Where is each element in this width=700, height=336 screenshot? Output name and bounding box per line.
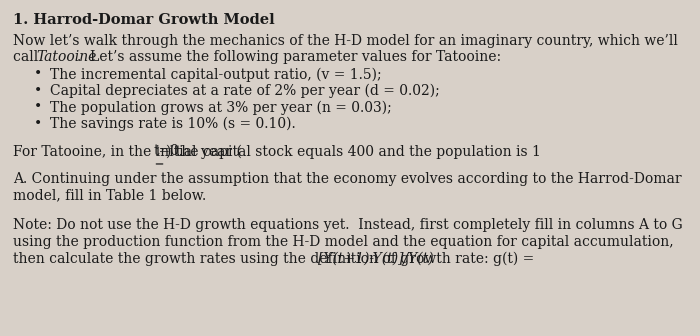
Text: Tatooine: Tatooine: [36, 50, 97, 64]
Text: The population grows at 3% per year (n = 0.03);: The population grows at 3% per year (n =…: [50, 100, 392, 115]
Text: For Tatooine, in the initial year (: For Tatooine, in the initial year (: [13, 144, 241, 159]
Text: •: •: [34, 67, 42, 81]
Text: ) the capital stock equals 400 and the population is 1: ) the capital stock equals 400 and the p…: [165, 144, 540, 159]
Text: The incremental capital-output ratio, (v = 1.5);: The incremental capital-output ratio, (v…: [50, 67, 382, 82]
Text: using the production function from the H-D model and the equation for capital ac: using the production function from the H…: [13, 235, 673, 249]
Text: •: •: [34, 100, 42, 114]
Text: •: •: [34, 84, 42, 98]
Text: Note: Do not use the H-D growth equations yet.  Instead, first completely fill i: Note: Do not use the H-D growth equation…: [13, 218, 682, 232]
Text: call: call: [13, 50, 42, 64]
Text: .  Let’s assume the following parameter values for Tatooine:: . Let’s assume the following parameter v…: [77, 50, 501, 64]
Text: [Y(t+1)-Y(t)]/Y(t): [Y(t+1)-Y(t)]/Y(t): [318, 251, 434, 265]
Text: A. Continuing under the assumption that the economy evolves according to the Har: A. Continuing under the assumption that …: [13, 172, 681, 186]
Text: then calculate the growth rates using the definition of growth rate: g(t) =: then calculate the growth rates using th…: [13, 251, 538, 266]
Text: Now let’s walk through the mechanics of the H-D model for an imaginary country, : Now let’s walk through the mechanics of …: [13, 34, 678, 48]
Text: The savings rate is 10% (s = 0.10).: The savings rate is 10% (s = 0.10).: [50, 117, 296, 131]
Text: 1. Harrod-Domar Growth Model: 1. Harrod-Domar Growth Model: [13, 13, 274, 27]
Text: t=0: t=0: [153, 144, 179, 159]
Text: Capital depreciates at a rate of 2% per year (d = 0.02);: Capital depreciates at a rate of 2% per …: [50, 84, 440, 98]
Text: •: •: [34, 117, 42, 131]
Text: model, fill in Table 1 below.: model, fill in Table 1 below.: [13, 188, 206, 203]
